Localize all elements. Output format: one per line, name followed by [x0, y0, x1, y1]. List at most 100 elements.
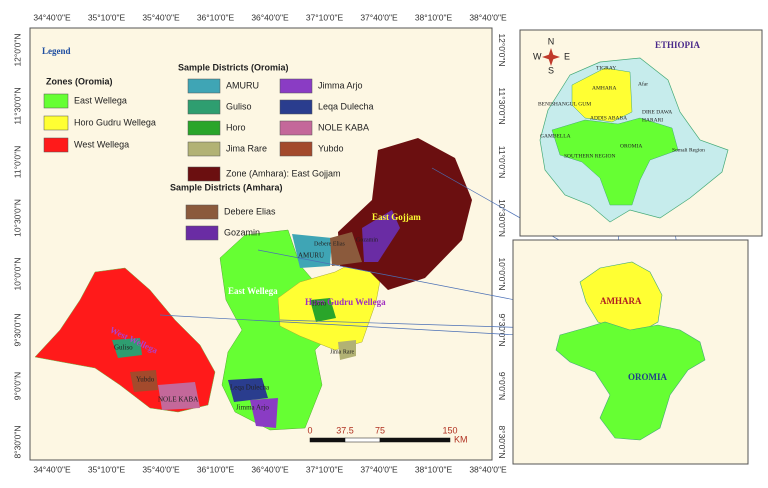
legend-swatch: [185, 225, 219, 241]
map-label: Jimma Arjo: [236, 404, 269, 412]
legend-swatch: [187, 120, 221, 136]
horo-district: [310, 298, 336, 322]
legend-heading: Sample Districts (Amhara): [170, 182, 283, 192]
legend-label: Debere Elias: [224, 206, 276, 216]
nole-kaba-district: [158, 382, 200, 410]
oromia-region: [551, 117, 679, 206]
latitude-label: 12°0'0"N: [12, 33, 22, 66]
legend-label: NOLE KABA: [318, 122, 369, 132]
map-label: Debere Elias: [314, 241, 345, 247]
scale-label: 37.5: [336, 425, 354, 435]
longitude-label: 35°10'0"E: [88, 464, 126, 474]
guliso-district: [112, 338, 142, 358]
longitude-label: 38°40'0"E: [469, 464, 507, 474]
jimma-arjo-district: [250, 398, 278, 428]
compass-label: S: [548, 65, 554, 75]
map-label: Leqa Dulecha: [230, 384, 270, 392]
legend-swatch: [43, 137, 69, 153]
map-label: Horo: [312, 300, 327, 308]
latitude-label: 10°30'0"N: [12, 199, 22, 237]
latitude-label: 10°0'0"N: [497, 257, 507, 290]
longitude-label: 36°10'0"E: [197, 464, 235, 474]
legend-swatch: [43, 115, 69, 131]
map-label: AMURU: [298, 252, 324, 260]
compass-label: N: [548, 36, 555, 46]
region-label: Afar: [638, 80, 648, 87]
scale-label: 75: [375, 425, 385, 435]
map-label: East Gojjam: [372, 212, 421, 222]
latitude-label: 9°0'0"N: [497, 372, 507, 400]
legend-swatch: [187, 166, 221, 182]
map-label: Guliso: [114, 344, 133, 352]
longitude-label: 38°10'0"E: [415, 12, 453, 22]
longitude-label: 37°10'0"E: [306, 12, 344, 22]
legend-swatch: [279, 141, 313, 157]
map-label: Yubdo: [136, 376, 155, 384]
legend-label: Zone (Amhara): East Gojjam: [226, 168, 341, 178]
legend-label: Gozamin: [224, 227, 260, 237]
scale-label: 150: [442, 425, 457, 435]
longitude-label: 36°40'0"E: [251, 464, 289, 474]
longitude-label: 36°40'0"E: [251, 12, 289, 22]
oromia-detail: [555, 321, 706, 441]
map-label: Jima Rare: [330, 349, 354, 355]
region-label: SOUTHERN REGION: [564, 153, 616, 159]
legend-heading: Sample Districts (Oromia): [178, 62, 289, 72]
latitude-label: 11°0'0"N: [497, 146, 507, 178]
legend-swatch: [187, 99, 221, 115]
longitude-label: 38°10'0"E: [415, 464, 453, 474]
scale-segment: [379, 437, 451, 443]
longitude-label: 37°10'0"E: [306, 464, 344, 474]
latitude-label: 11°30'0"N: [12, 87, 22, 124]
map-label: East Wellega: [228, 286, 278, 296]
region-label: AMHARA: [600, 296, 642, 306]
legend-label: Horo: [226, 122, 246, 132]
legend-swatch: [43, 93, 69, 109]
region-label: AMHARA: [592, 85, 616, 91]
region-label: ADDIS ABABA: [590, 115, 627, 121]
map-label: NOLE KABA: [158, 396, 198, 404]
latitude-label: 10°30'0"N: [497, 199, 507, 237]
longitude-label: 36°10'0"E: [197, 12, 235, 22]
longitude-label: 38°40'0"E: [469, 12, 507, 22]
legend-heading: Zones (Oromia): [46, 76, 113, 86]
legend-swatch: [187, 141, 221, 157]
region-label: OROMIA: [628, 372, 667, 382]
legend-label: West Wellega: [74, 139, 129, 149]
longitude-label: 34°40'0"E: [33, 464, 71, 474]
legend-label: East Wellega: [74, 95, 127, 105]
longitude-label: 35°10'0"E: [88, 12, 126, 22]
legend-label: Jima Rare: [226, 143, 267, 153]
leqa-dulecha-district: [228, 378, 268, 402]
region-label: BENISHANGUL GUM: [538, 101, 591, 107]
legend-title: Legend: [42, 46, 71, 56]
longitude-label: 34°40'0"E: [33, 12, 71, 22]
longitude-label: 37°40'0"E: [360, 464, 398, 474]
legend-label: Yubdo: [318, 143, 344, 153]
latitude-label: 8°30'0"N: [12, 425, 22, 458]
inset-title: ETHIOPIA: [655, 40, 701, 50]
longitude-label: 35°40'0"E: [142, 12, 180, 22]
compass-label: W: [533, 51, 542, 61]
compass-label: E: [564, 51, 570, 61]
jima-rare-district: [338, 340, 356, 360]
amuru-district: [292, 234, 332, 268]
legend-label: Guliso: [226, 101, 252, 111]
legend-label: Horo Gudru Wellega: [74, 117, 156, 127]
longitude-label: 35°40'0"E: [142, 464, 180, 474]
latitude-label: 9°30'0"N: [497, 313, 507, 346]
yubdo-district: [130, 370, 158, 392]
gozamin-district: [362, 210, 400, 262]
map-label: Horo Gudru Wellega: [305, 297, 386, 307]
latitude-label: 11°30'0"N: [497, 87, 507, 124]
longitude-label: 37°40'0"E: [360, 12, 398, 22]
debere-elias-district: [330, 232, 362, 266]
latitude-label: 8°30'0"N: [497, 425, 507, 458]
amhara-region: [571, 67, 633, 123]
map-label: Gozamin: [356, 237, 378, 243]
latitude-label: 9°0'0"N: [12, 372, 22, 400]
coordinates: 34°40'0"E 34°40'0"E 35°10'0"E 35°10'0"E 35°4…: [12, 12, 507, 474]
region-label: HARARI: [642, 117, 663, 123]
